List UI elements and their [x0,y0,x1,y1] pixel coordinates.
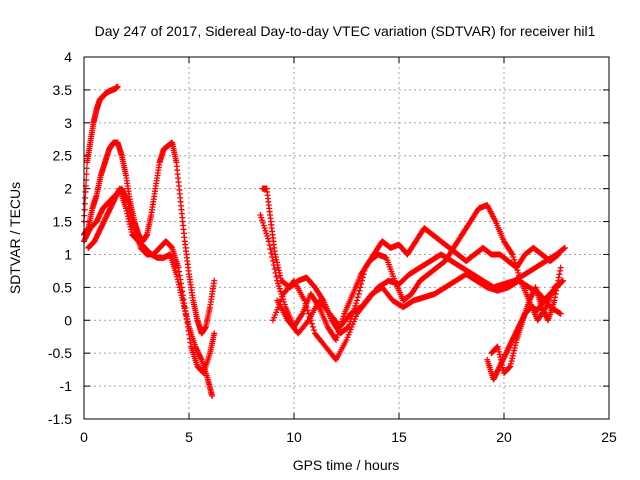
data-point [270,261,277,268]
data-point [301,297,308,304]
series-track-2 [81,139,218,337]
y-tick-label: 2.5 [53,148,73,164]
data-point [354,294,361,301]
series-track-6 [257,202,566,344]
plot-frame [83,56,610,420]
series-track-10 [488,264,564,376]
y-tick-label: 3 [64,115,72,131]
series-track-4 [85,185,216,399]
data-point [304,307,311,314]
x-tick-label: 5 [185,429,193,445]
y-axis-title: SDTVAR / TECUs [7,182,23,294]
x-tick-label: 0 [80,429,88,445]
data-point [557,310,564,317]
data-point [303,304,310,311]
data-point [272,269,279,276]
chart-title: Day 247 of 2017, Sidereal Day-to-day VTE… [95,23,596,39]
data-point [271,265,278,272]
data-point [82,188,89,195]
y-tick-label: 4 [64,49,72,65]
data-point [556,310,563,317]
data-point [114,83,121,90]
data-point [298,312,305,319]
y-tick-label: 1 [64,246,72,262]
tick-layer: 0 5 10 15 20 25 -1.5 -1 -0.5 0 0.5 1 1.5 2 2.5 3 3.5 4 [48,49,617,445]
y-tick-label: -0.5 [48,345,72,361]
x-tick-label: 10 [286,429,302,445]
series-track-5 [259,185,562,337]
y-tick-label: 3.5 [53,82,73,98]
data-point [561,245,568,252]
data-point [273,273,280,280]
x-tick-label: 15 [391,429,407,445]
data-point [309,323,316,330]
series-track-7 [270,244,568,363]
data-point [270,258,276,265]
x-tick-label: 25 [601,429,617,445]
y-tick-label: -1.5 [48,411,72,427]
data-point [357,284,364,291]
data-point [302,300,309,307]
y-tick-label: 0.5 [53,279,73,295]
grid-layer [84,57,609,419]
y-tick-label: 0 [64,312,72,328]
series-track-1 [81,83,121,225]
series-layer [81,83,568,399]
data-point [354,297,360,304]
series-track-8 [274,271,564,337]
data-point [269,254,276,261]
data-point [355,290,362,297]
y-tick-label: 2 [64,181,72,197]
data-point [304,318,311,325]
data-point [557,264,564,271]
data-point [267,246,274,253]
data-point [83,171,90,178]
data-point [209,392,216,399]
data-point [561,244,568,251]
data-point [508,250,515,257]
data-point [265,238,272,245]
data-point [308,320,315,327]
data-point [211,277,218,284]
x-tick-label: 20 [496,429,512,445]
data-point [81,206,88,213]
data-point [81,200,88,207]
data-point [310,327,317,334]
y-tick-label: 1.5 [53,214,73,230]
data-point [211,330,218,337]
data-point [268,250,275,257]
data-point [83,165,90,172]
data-point [266,242,273,249]
data-point [82,194,89,201]
x-axis-title: GPS time / hours [293,457,400,473]
data-point [356,287,363,294]
y-tick-label: -1 [60,378,73,394]
